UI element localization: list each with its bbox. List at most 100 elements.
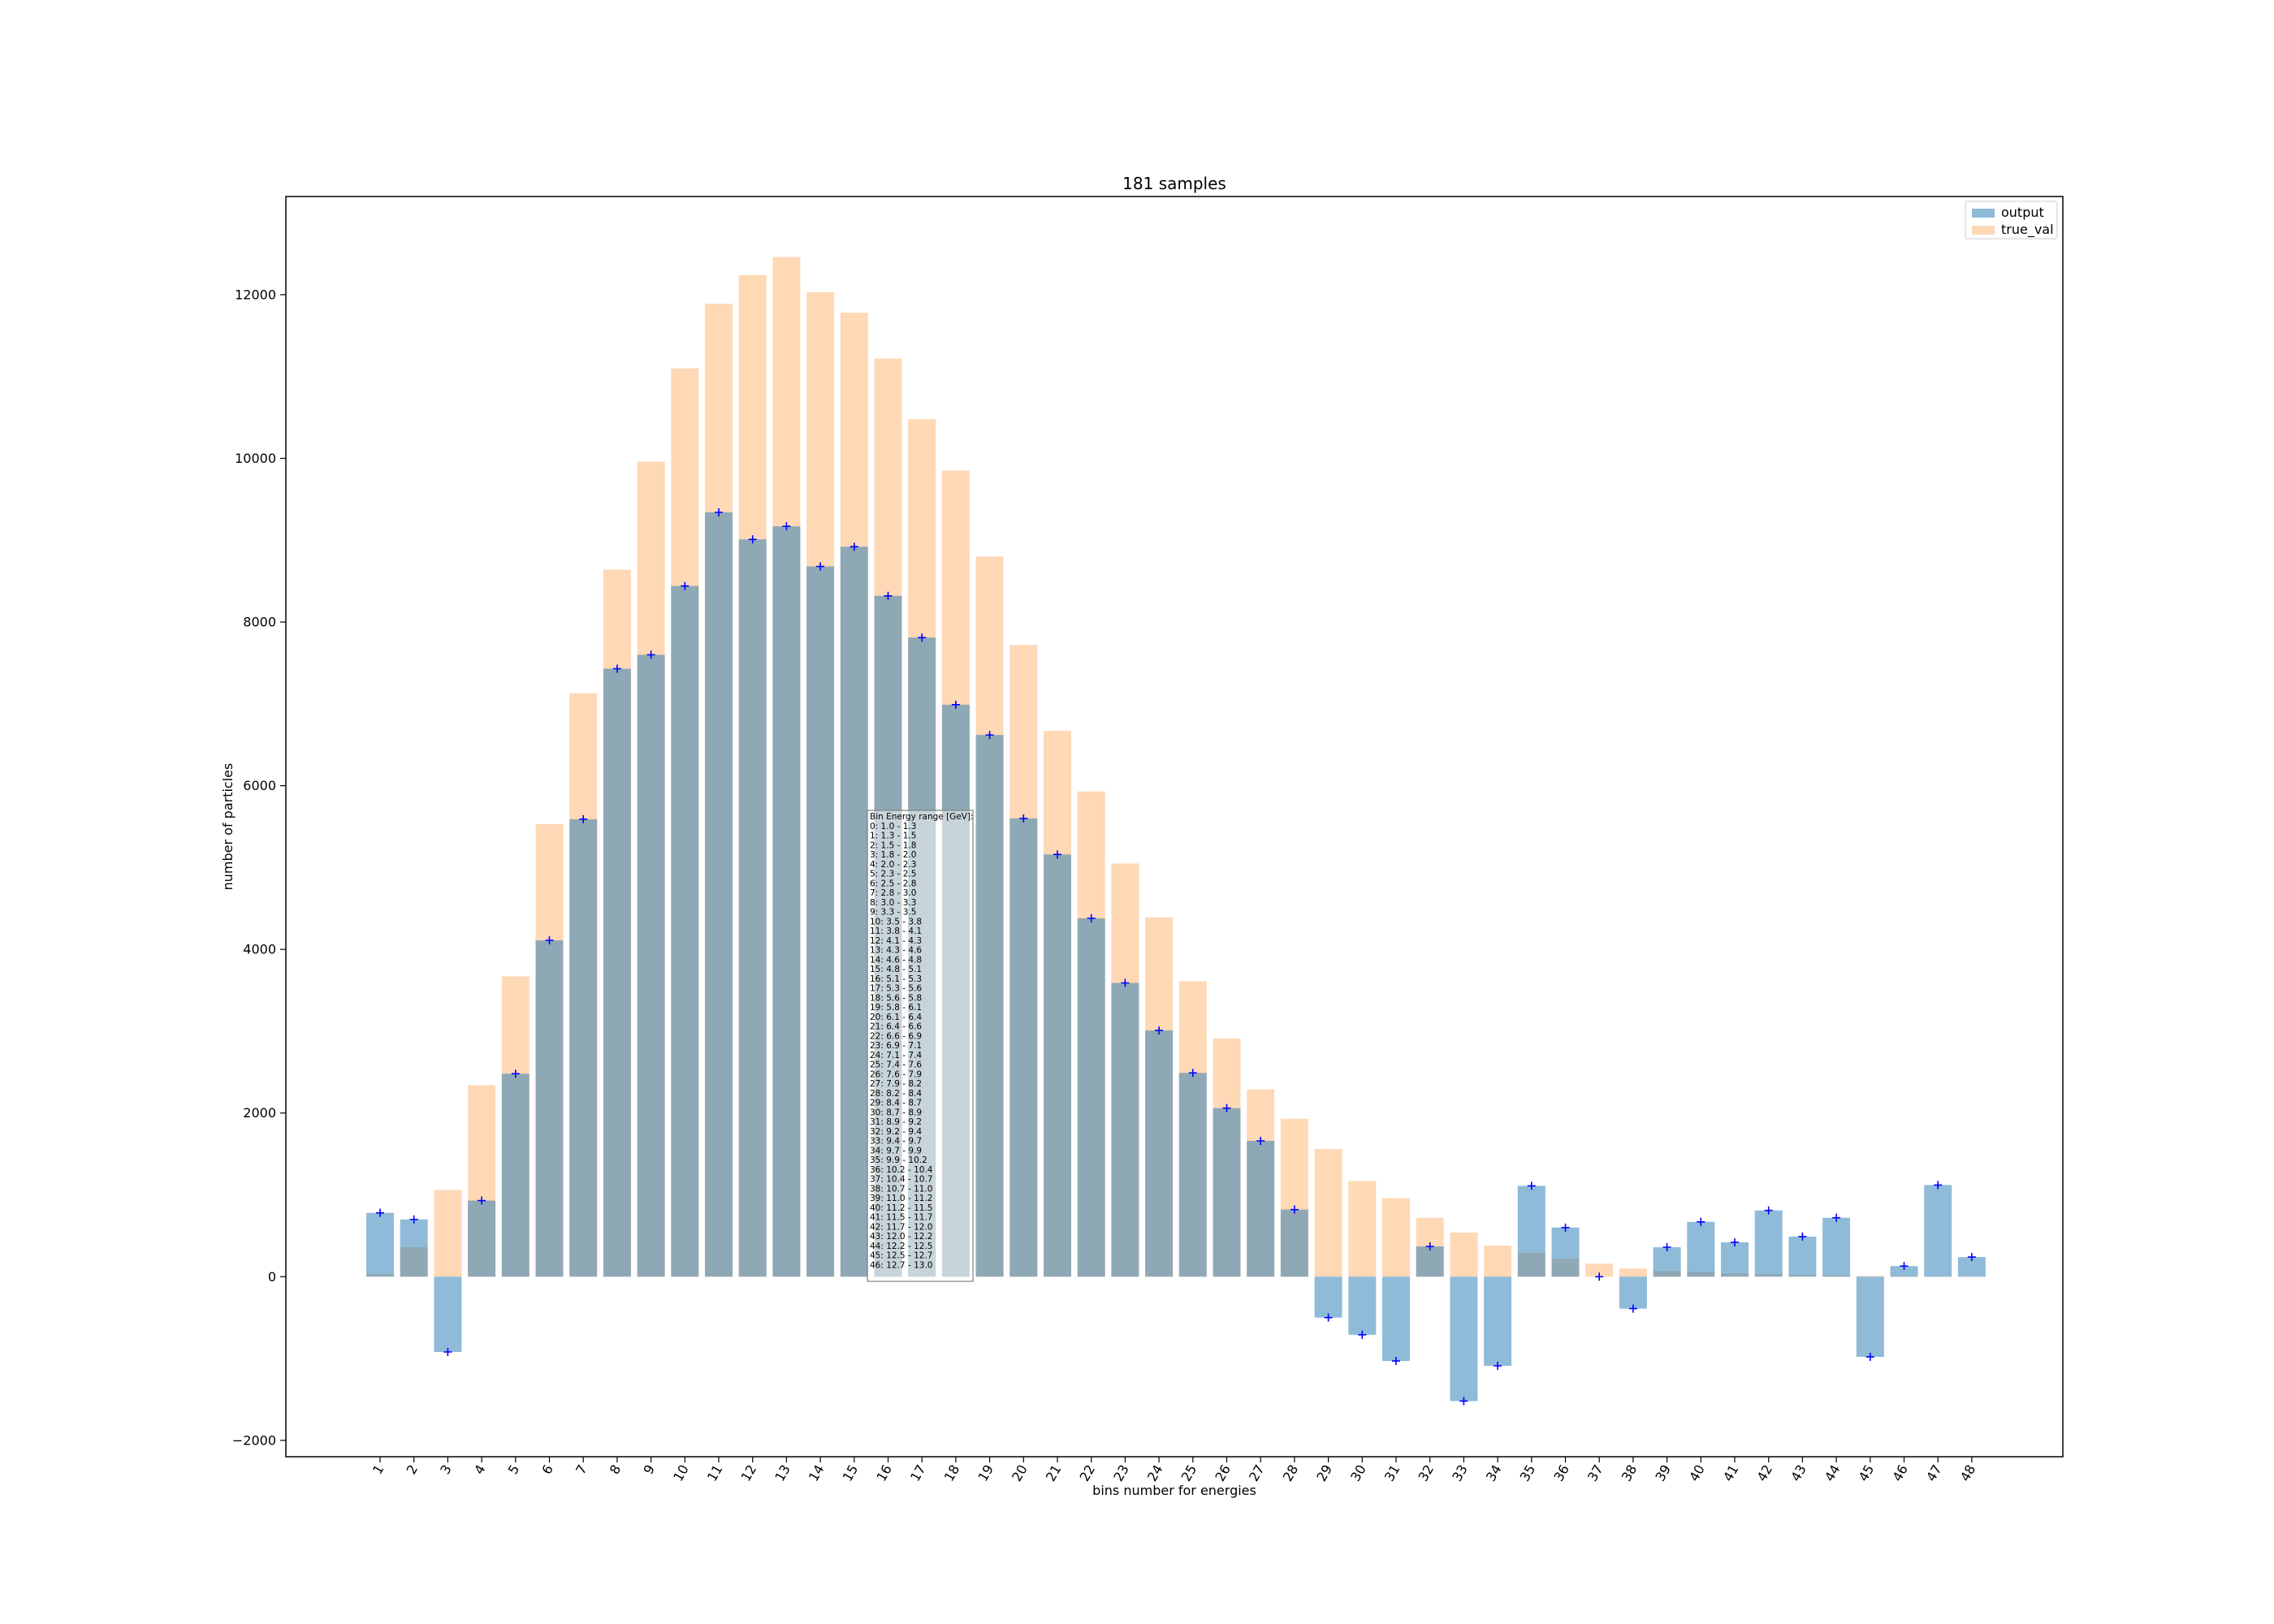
true-val-bar (1348, 1181, 1377, 1277)
output-marker (1662, 1243, 1671, 1252)
output-marker (1358, 1330, 1367, 1339)
annotation-line: 5: 2.3 - 2.5 (870, 870, 916, 879)
annotation-line: 39: 11.0 - 11.2 (870, 1194, 932, 1203)
output-bar (975, 735, 1004, 1277)
output-bar (1890, 1266, 1918, 1277)
output-bar (705, 512, 733, 1277)
annotation-line: 0: 1.0 - 1.3 (870, 822, 916, 831)
output-marker (511, 1069, 520, 1078)
output-marker (1900, 1262, 1909, 1271)
true-val-bar (1450, 1232, 1478, 1277)
x-axis-label: bins number for energies (1092, 1483, 1256, 1498)
annotation-line: 22: 6.6 - 6.9 (870, 1031, 922, 1041)
output-marker (1595, 1272, 1604, 1281)
annotation-line: 35: 9.9 - 10.2 (870, 1155, 927, 1165)
output-bar (738, 539, 767, 1277)
annotation-line: 10: 3.5 - 3.8 (870, 917, 922, 926)
annotation-line: 18: 5.6 - 5.8 (870, 993, 922, 1003)
output-bar (603, 668, 631, 1277)
y-axis-label: number of particles (220, 763, 236, 891)
output-bar (1788, 1236, 1817, 1277)
output-bar (1551, 1227, 1580, 1277)
annotation-title: Bin Energy range [GeV]: (870, 812, 974, 822)
output-marker (1967, 1253, 1976, 1262)
output-marker (478, 1196, 486, 1205)
output-bar (1517, 1186, 1546, 1277)
annotation-line: 32: 9.2 - 9.4 (870, 1127, 922, 1137)
annotation-line: 30: 8.7 - 8.9 (870, 1108, 922, 1117)
annotation-line: 25: 7.4 - 7.6 (870, 1060, 922, 1070)
annotation-line: 11: 3.8 - 4.1 (870, 926, 922, 936)
true-val-bar (1382, 1198, 1410, 1277)
output-bar (1484, 1276, 1512, 1367)
output-marker (884, 591, 893, 600)
y-tick-label: −2000 (232, 1432, 276, 1448)
y-tick-label: 10000 (235, 451, 276, 466)
output-bar (366, 1212, 394, 1277)
output-marker (1628, 1304, 1637, 1313)
output-bars (366, 512, 1986, 1402)
true-val-bar (1484, 1245, 1512, 1277)
annotation-line: 44: 12.2 - 12.5 (870, 1242, 932, 1251)
output-bar (1754, 1210, 1783, 1277)
y-axis: −2000 0 2000 4000 6000 8000 10000 12000 (232, 287, 286, 1448)
output-marker (1798, 1232, 1807, 1241)
output-marker (715, 508, 723, 517)
output-bar (1044, 854, 1071, 1277)
output-bar (1619, 1276, 1647, 1309)
output-marker (1764, 1206, 1773, 1215)
output-marker (1459, 1397, 1468, 1406)
output-marker (443, 1348, 452, 1356)
output-bar (468, 1200, 496, 1277)
annotation-line: 9: 3.3 - 3.5 (870, 908, 916, 918)
y-tick-label: 2000 (243, 1105, 276, 1121)
annotation-line: 19: 5.8 - 6.1 (870, 1003, 922, 1013)
output-marker (1494, 1362, 1502, 1371)
annotation-line: 40: 11.2 - 11.5 (870, 1203, 932, 1213)
output-marker (1527, 1181, 1536, 1190)
output-bar (1687, 1221, 1715, 1277)
output-bar (1145, 1030, 1174, 1277)
output-markers (376, 508, 1976, 1406)
output-bar (1856, 1276, 1884, 1358)
output-marker (1087, 914, 1096, 922)
output-marker (850, 542, 858, 551)
annotation-line: 8: 3.0 - 3.3 (870, 898, 916, 908)
annotation-line: 45: 12.5 - 12.7 (870, 1251, 932, 1261)
output-bar (772, 526, 801, 1277)
output-marker (409, 1215, 418, 1224)
y-tick-label: 4000 (243, 942, 276, 957)
annotation-line: 33: 9.4 - 9.7 (870, 1137, 922, 1147)
output-marker (376, 1208, 384, 1217)
output-marker (1121, 978, 1130, 987)
output-bar (1924, 1185, 1952, 1277)
output-marker (816, 562, 825, 571)
annotation-line: 34: 9.7 - 9.9 (870, 1146, 922, 1155)
true-val-bar (1585, 1263, 1614, 1277)
annotation-line: 28: 8.2 - 8.4 (870, 1089, 922, 1099)
output-bar (1178, 1073, 1207, 1277)
output-bar (1213, 1108, 1241, 1277)
output-bar (806, 566, 835, 1277)
annotation-line: 23: 6.9 - 7.1 (870, 1041, 922, 1051)
output-marker (1561, 1223, 1570, 1232)
output-marker (545, 936, 554, 945)
output-marker (1324, 1313, 1333, 1322)
annotation-line: 15: 4.8 - 5.1 (870, 965, 922, 974)
annotation-line: 21: 6.4 - 6.6 (870, 1022, 922, 1032)
true-val-bar (434, 1190, 462, 1277)
true-val-bar (1619, 1268, 1647, 1277)
annotation-line: 12: 4.1 - 4.3 (870, 936, 922, 946)
output-bar (1822, 1217, 1851, 1277)
output-bar (400, 1219, 428, 1277)
true-val-bar (1314, 1149, 1342, 1277)
output-bar (1382, 1276, 1410, 1362)
output-bar (1111, 983, 1139, 1277)
output-marker (646, 650, 655, 659)
output-bar (637, 654, 665, 1277)
y-tick-label: 0 (268, 1269, 276, 1285)
output-marker (1290, 1205, 1299, 1214)
annotation-line: 38: 10.7 - 11.0 (870, 1184, 932, 1194)
output-marker (985, 731, 994, 740)
